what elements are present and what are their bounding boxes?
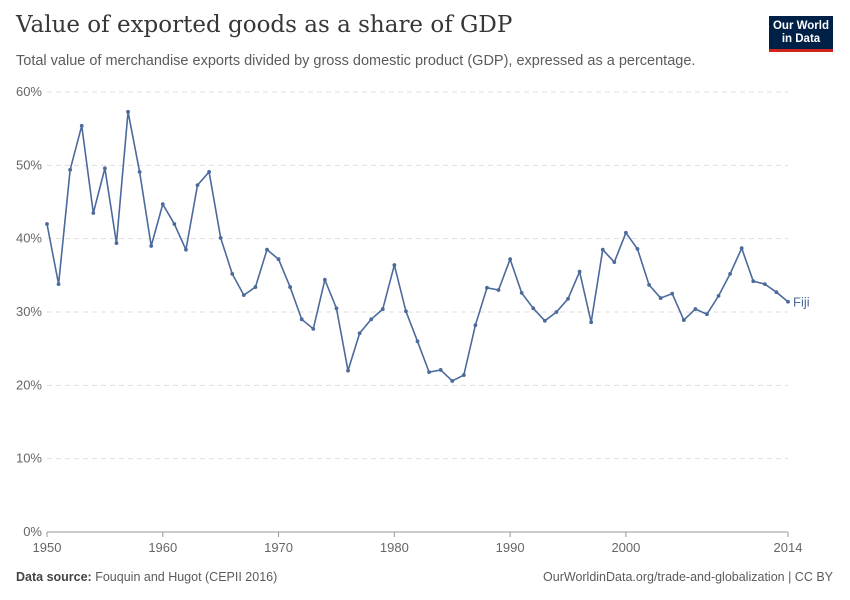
data-point bbox=[647, 282, 651, 287]
data-point bbox=[786, 299, 790, 304]
data-point bbox=[380, 307, 385, 311]
data-point bbox=[311, 326, 316, 331]
data-point bbox=[716, 293, 721, 298]
data-point bbox=[114, 241, 119, 245]
data-point bbox=[473, 323, 478, 328]
owid-logo[interactable]: Our World in Data bbox=[769, 16, 833, 52]
data-point bbox=[369, 317, 374, 322]
data-point bbox=[404, 309, 408, 314]
chart-title: Value of exported goods as a share of GD… bbox=[16, 12, 513, 38]
data-point bbox=[739, 246, 744, 251]
data-point bbox=[276, 257, 281, 262]
data-point bbox=[693, 307, 698, 311]
data-point bbox=[346, 368, 350, 373]
y-tick-label: 20% bbox=[16, 377, 42, 392]
data-point bbox=[577, 269, 582, 274]
y-tick-label: 40% bbox=[16, 231, 42, 246]
data-point bbox=[554, 310, 559, 314]
data-point bbox=[519, 291, 524, 295]
data-point bbox=[600, 247, 605, 252]
data-point bbox=[207, 170, 211, 174]
data-point bbox=[566, 296, 570, 301]
data-point bbox=[288, 285, 293, 289]
data-point bbox=[45, 222, 49, 226]
data-point bbox=[612, 260, 617, 265]
data-point bbox=[195, 183, 200, 188]
data-point bbox=[184, 247, 188, 252]
data-point bbox=[68, 167, 73, 172]
data-point bbox=[253, 285, 258, 289]
data-point bbox=[450, 379, 455, 383]
data-point bbox=[542, 318, 547, 323]
data-point bbox=[624, 230, 628, 235]
data-point bbox=[427, 370, 431, 375]
data-point bbox=[774, 290, 779, 295]
x-tick-label: 2000 bbox=[611, 540, 640, 555]
y-tick-label: 50% bbox=[16, 157, 42, 172]
x-tick-label: 1990 bbox=[496, 540, 525, 555]
data-point bbox=[334, 306, 339, 311]
data-point bbox=[56, 282, 61, 287]
x-tick-label: 1950 bbox=[33, 540, 62, 555]
data-point bbox=[705, 312, 709, 317]
data-point bbox=[149, 244, 154, 248]
data-point bbox=[137, 170, 142, 174]
data-point bbox=[102, 166, 107, 171]
data-point bbox=[357, 331, 362, 336]
data-point bbox=[485, 285, 489, 290]
data-source: Data source: Fouquin and Hugot (CEPII 20… bbox=[16, 570, 277, 584]
x-tick-label: 1980 bbox=[380, 540, 409, 555]
data-point bbox=[658, 296, 663, 300]
y-tick-label: 30% bbox=[16, 304, 42, 319]
data-point bbox=[322, 277, 327, 282]
data-point bbox=[160, 202, 165, 207]
x-tick-label: 1970 bbox=[264, 540, 293, 555]
data-point bbox=[589, 320, 594, 325]
y-tick-label: 60% bbox=[16, 84, 42, 99]
source-label: Data source: bbox=[16, 570, 92, 584]
data-point bbox=[415, 339, 420, 344]
data-point bbox=[299, 317, 304, 322]
y-tick-label: 0% bbox=[23, 524, 42, 539]
y-tick-label: 10% bbox=[16, 451, 42, 466]
x-tick-label: 2014 bbox=[774, 540, 803, 555]
data-point bbox=[461, 373, 466, 377]
data-point bbox=[635, 247, 640, 251]
data-point bbox=[670, 291, 675, 296]
data-point bbox=[91, 211, 96, 215]
source-text: Fouquin and Hugot (CEPII 2016) bbox=[95, 570, 278, 584]
data-point bbox=[751, 279, 756, 284]
data-point bbox=[218, 236, 223, 240]
data-point bbox=[392, 263, 397, 267]
data-point bbox=[79, 123, 84, 128]
data-point bbox=[762, 282, 767, 287]
footer-link[interactable]: OurWorldinData.org/trade-and-globalizati… bbox=[543, 570, 833, 584]
data-point bbox=[681, 318, 686, 322]
data-point bbox=[126, 109, 130, 114]
data-point bbox=[241, 293, 246, 298]
data-point bbox=[728, 271, 733, 276]
data-point bbox=[496, 288, 501, 292]
data-point bbox=[265, 247, 269, 252]
data-point bbox=[172, 222, 177, 226]
series-label: Fiji bbox=[793, 295, 810, 310]
data-point bbox=[438, 368, 443, 372]
data-point bbox=[531, 306, 536, 311]
x-tick-label: 1960 bbox=[148, 540, 177, 555]
chart-subtitle: Total value of merchandise exports divid… bbox=[16, 53, 696, 69]
data-point bbox=[230, 271, 235, 276]
data-point bbox=[508, 257, 513, 262]
